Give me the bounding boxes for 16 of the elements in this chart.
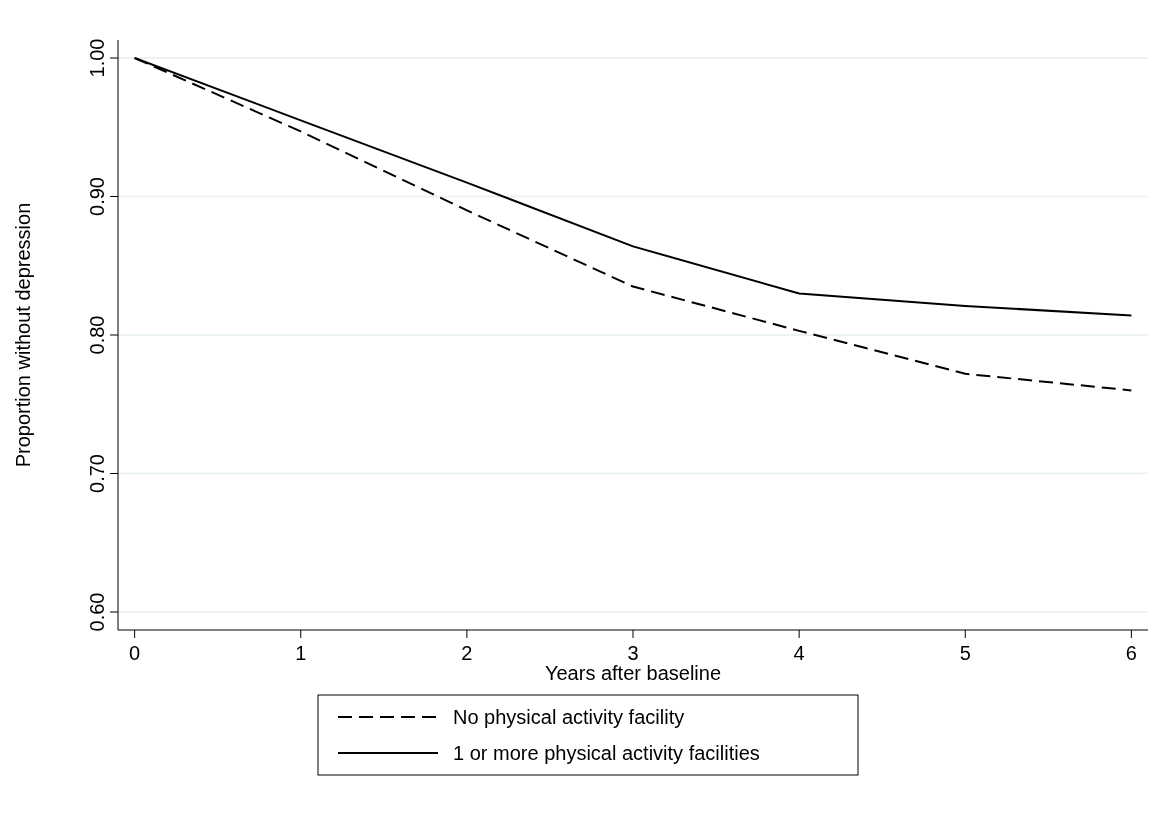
x-tick-label: 1 (295, 642, 307, 664)
y-tick-label: 0.80 (86, 315, 108, 355)
x-tick-label: 0 (129, 642, 141, 664)
y-tick-label: 0.90 (86, 177, 108, 216)
x-tick-label: 2 (461, 642, 473, 664)
legend-label: 1 or more physical activity facilities (453, 742, 760, 764)
y-axis-title: Proportion without depression (12, 202, 34, 468)
x-tick-label: 3 (627, 642, 639, 664)
y-tick-label: 0.60 (86, 592, 108, 632)
legend-label: No physical activity facility (453, 706, 685, 728)
x-tick-label: 4 (793, 642, 805, 664)
x-axis-title: Years after baseline (544, 662, 722, 684)
y-tick-label: 1.00 (86, 38, 108, 78)
y-tick-label: 0.70 (86, 454, 108, 493)
x-tick-label: 5 (959, 642, 971, 664)
x-tick-label: 6 (1125, 642, 1137, 664)
